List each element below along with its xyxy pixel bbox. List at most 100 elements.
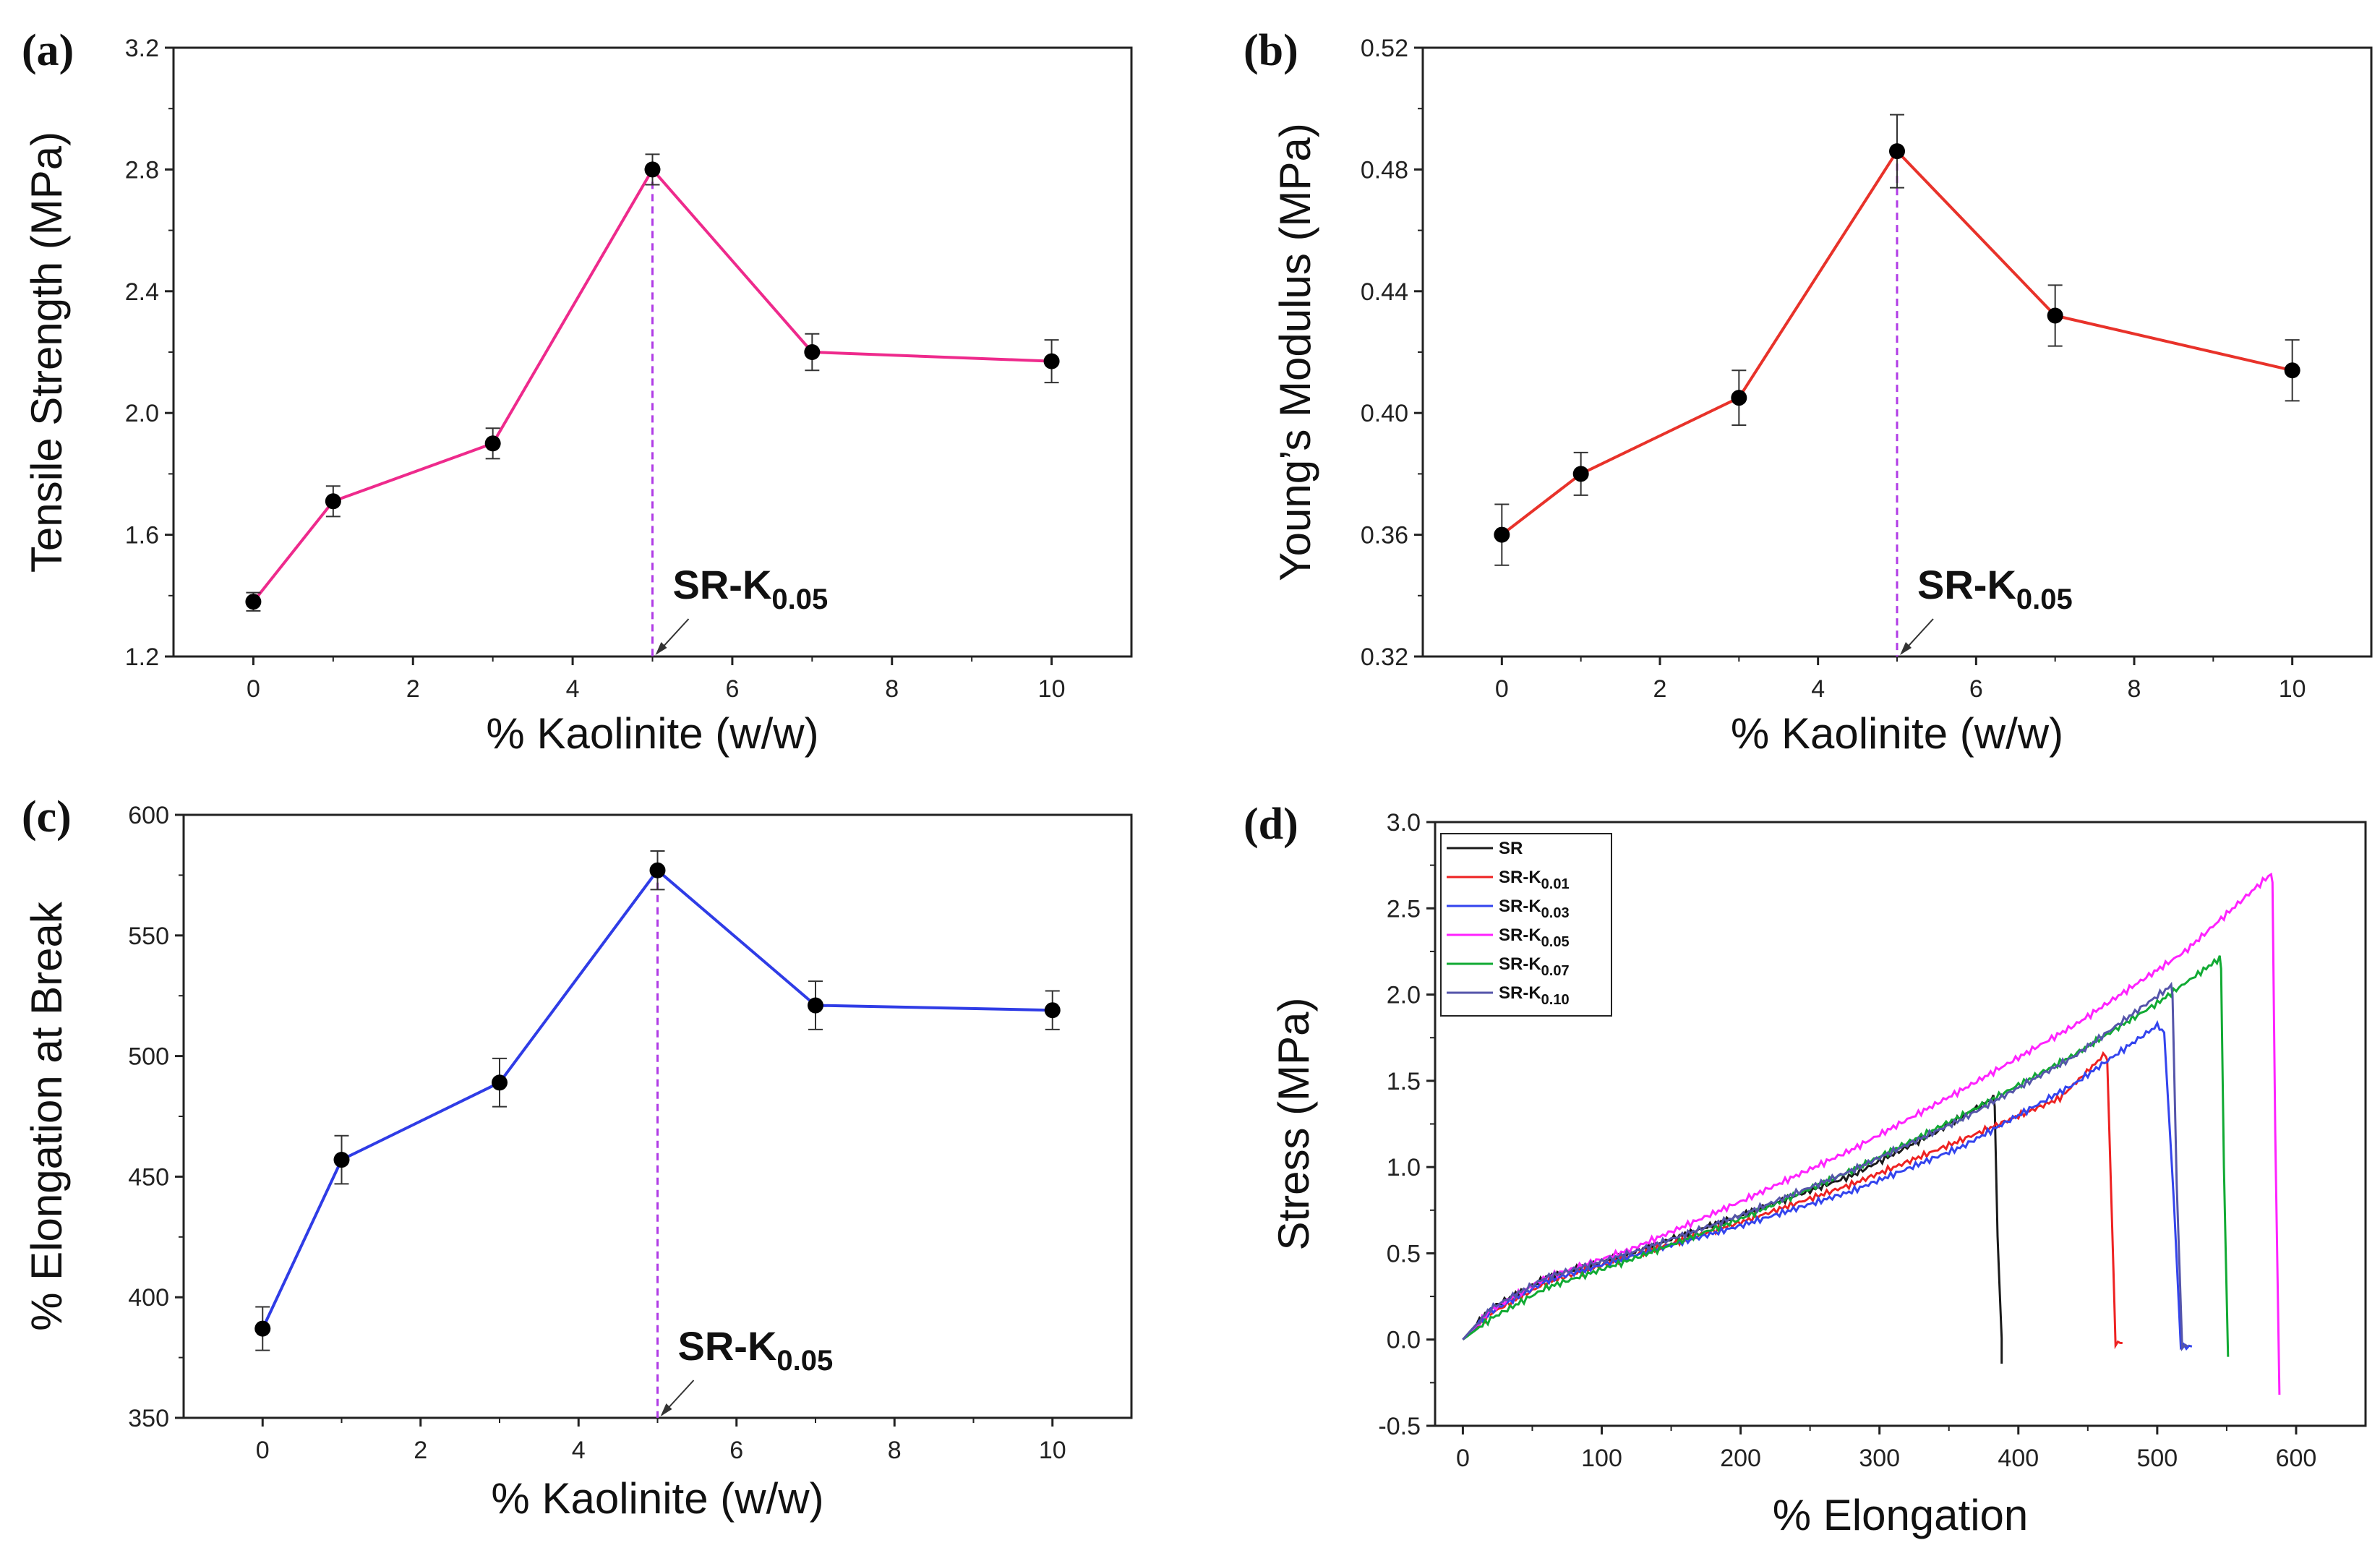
y-tick-label: 0.5 (1387, 1240, 1421, 1267)
panel-d: 0 100 200 300 400 500 600 -0.5 0.0 0.5 1.0 1.5 2.0 2.… (1243, 800, 2367, 1539)
series-line-5 (1462, 981, 2188, 1352)
series-line-3 (1462, 872, 2281, 1395)
data-point (333, 1152, 350, 1168)
y-tick-label: 350 (128, 1405, 169, 1432)
y-tick-label: 400 (128, 1284, 169, 1312)
x-tick-label: 6 (729, 1437, 743, 1464)
y-tick-label: 0.0 (1387, 1327, 1421, 1354)
y-tick-label: 3.2 (125, 35, 159, 62)
legend-label: SR (1499, 839, 1523, 858)
legend-label-subscript: 0.05 (1541, 934, 1570, 950)
data-point (325, 493, 341, 510)
x-tick-label: 0 (1456, 1445, 1470, 1472)
data-point (1572, 466, 1589, 482)
y-tick-label: 3.0 (1387, 809, 1421, 837)
y-axis-title: % Elongation at Break (22, 901, 71, 1331)
data-point (484, 435, 501, 452)
data-point (492, 1074, 508, 1091)
panel-c: 0 2 4 6 8 10 350 400 450 500 550 600 % Kaolinite (w/… (22, 792, 1133, 1523)
legend-box (1440, 833, 1612, 1017)
y-tick-label: 0.48 (1361, 156, 1408, 184)
y-tick-label: 550 (128, 923, 169, 950)
annotation-subscript: 0.05 (776, 1345, 833, 1377)
series-line (252, 166, 1052, 603)
x-tick-label: 0 (1495, 675, 1509, 703)
y-tick-label: 0.36 (1361, 522, 1408, 550)
annotation-arrowhead (1900, 642, 1912, 655)
data-point (1043, 353, 1060, 369)
x-axis-title: % Elongation (1773, 1491, 2029, 1539)
y-tick-label: 2.8 (125, 156, 159, 184)
legend-label-subscript: 0.07 (1541, 963, 1570, 979)
x-tick-label: 2 (406, 675, 420, 703)
x-axis-title: % Kaolinite (w/w) (491, 1474, 823, 1523)
y-axis-title: Tensile Strength (MPa) (22, 132, 71, 573)
x-tick-label: 600 (2276, 1445, 2317, 1472)
y-tick-label: 1.6 (125, 522, 159, 550)
series-line-2 (1462, 1019, 2193, 1351)
x-tick-label: 0 (256, 1437, 270, 1464)
data-point (1731, 390, 1747, 406)
y-tick-label: 1.5 (1387, 1068, 1421, 1095)
annotation-subscript: 0.05 (2016, 583, 2073, 615)
panel-label: (d) (1243, 800, 1298, 849)
series-line (1501, 148, 2293, 536)
y-tick-label: 2.4 (125, 278, 159, 306)
y-tick-label: 1.0 (1387, 1154, 1421, 1181)
x-tick-label: 10 (1039, 1437, 1066, 1464)
x-tick-label: 500 (2136, 1445, 2178, 1472)
annotation-arrowhead (655, 642, 667, 655)
data-point (254, 1320, 271, 1337)
x-tick-label: 10 (2279, 675, 2306, 703)
annotation-arrowhead (660, 1403, 672, 1416)
data-point (1494, 526, 1510, 543)
data-point (2284, 362, 2300, 379)
panel-label: (a) (22, 26, 74, 75)
x-axis-title: % Kaolinite (w/w) (486, 709, 818, 758)
data-point (1889, 143, 1905, 160)
panel-label: (c) (22, 792, 72, 842)
y-tick-label: 0.52 (1361, 35, 1408, 62)
legend-label-subscript: 0.10 (1541, 992, 1570, 1008)
y-tick-label: 600 (128, 802, 169, 829)
x-tick-label: 4 (572, 1437, 586, 1464)
series-line-1 (1462, 1051, 2123, 1350)
x-tick-label: 6 (1969, 675, 1983, 703)
x-tick-label: 100 (1581, 1445, 1622, 1472)
y-tick-label: 0.44 (1361, 278, 1408, 306)
y-axis-title: Stress (MPa) (1270, 997, 1318, 1250)
y-tick-label: 0.32 (1361, 643, 1408, 671)
panel-label: (b) (1243, 26, 1298, 75)
x-tick-label: 2 (414, 1437, 427, 1464)
x-tick-label: 10 (1038, 675, 1066, 703)
data-point (2047, 307, 2063, 324)
y-axis-title: Young’s Modulus (MPa) (1271, 123, 1319, 581)
x-tick-label: 6 (725, 675, 739, 703)
annotation-label: SR-K0.05 (673, 562, 829, 615)
y-tick-label: 2.0 (1387, 982, 1421, 1009)
panel-b: 0 2 4 6 8 10 0.32 0.36 0.40 0.44 0.48 0.52 % Kaolini… (1243, 26, 2373, 758)
x-tick-label: 8 (888, 1437, 902, 1464)
annotation-label: SR-K0.05 (1917, 562, 2073, 615)
y-tick-label: -0.5 (1378, 1413, 1421, 1440)
x-tick-label: 300 (1859, 1445, 1900, 1472)
data-point (649, 862, 666, 878)
y-tick-label: 450 (128, 1163, 169, 1191)
y-tick-label: 1.2 (125, 643, 159, 671)
y-tick-label: 2.5 (1387, 895, 1421, 923)
panel-a: 0 2 4 6 8 10 1.2 1.6 2.0 2.4 2.8 3.2 % Kaolinite (w/… (22, 26, 1133, 758)
x-tick-label: 8 (885, 675, 899, 703)
data-point (644, 161, 661, 178)
x-tick-label: 2 (1653, 675, 1667, 703)
series-line (261, 868, 1053, 1330)
x-tick-label: 400 (1998, 1445, 2039, 1472)
annotation-label: SR-K0.05 (678, 1323, 834, 1377)
legend-label-subscript: 0.01 (1541, 876, 1570, 892)
y-tick-label: 500 (128, 1043, 169, 1071)
x-tick-label: 4 (566, 675, 580, 703)
x-tick-label: 4 (1811, 675, 1825, 703)
data-point (808, 997, 823, 1014)
y-tick-label: 0.40 (1361, 400, 1408, 427)
legend-label-subscript: 0.03 (1541, 905, 1570, 921)
